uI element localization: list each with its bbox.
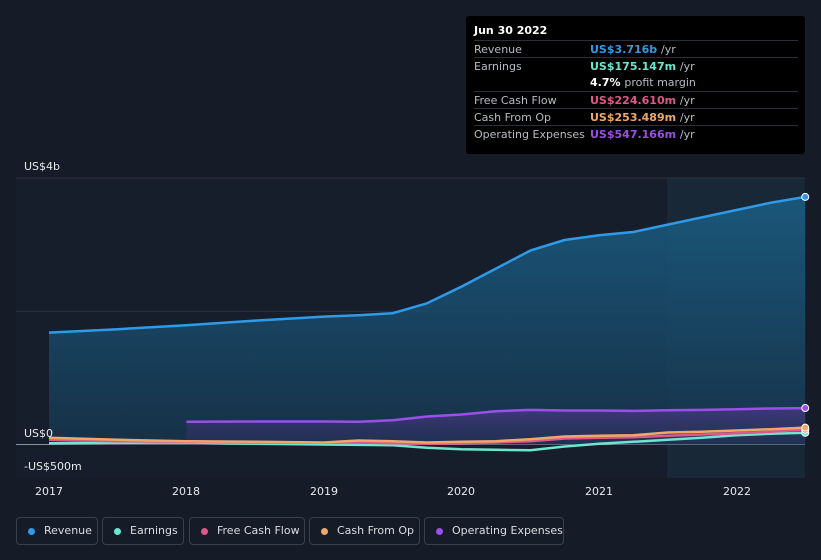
tooltip-panel: Jun 30 2022 Revenue US$3.716b /yr Earnin… bbox=[466, 16, 805, 154]
x-tick-label-2022: 2022 bbox=[723, 485, 751, 498]
revenue-area bbox=[49, 196, 806, 445]
cash-from-op-endpoint bbox=[801, 423, 810, 432]
tooltip-row-revenue: Revenue US$3.716b /yr bbox=[474, 40, 798, 58]
tooltip-row-free-cash-flow: Free Cash Flow US$224.610m /yr bbox=[474, 91, 798, 109]
x-tick-label-2019: 2019 bbox=[310, 485, 338, 498]
tooltip-value: US$224.610m /yr bbox=[590, 94, 695, 107]
tooltip-value: US$253.489m /yr bbox=[590, 111, 695, 124]
tooltip-row-profit-margin: 4.7% profit margin bbox=[474, 74, 798, 91]
legend-item-operating-expenses[interactable]: Operating Expenses bbox=[424, 517, 564, 545]
operating-expenses-line bbox=[186, 406, 806, 424]
legend-item-revenue[interactable]: Revenue bbox=[16, 517, 98, 545]
tooltip-value: US$547.166m /yr bbox=[590, 128, 695, 141]
tooltip-value: 4.7% profit margin bbox=[590, 76, 696, 89]
x-tick-label-2020: 2020 bbox=[447, 485, 475, 498]
tooltip-label: Operating Expenses bbox=[474, 128, 585, 141]
legend-dot-icon bbox=[436, 528, 443, 535]
legend-item-free-cash-flow[interactable]: Free Cash Flow bbox=[189, 517, 305, 545]
y-tick-label-zero: US$0 bbox=[24, 427, 54, 440]
y-tick-label-bottom: -US$500m bbox=[24, 460, 82, 473]
tooltip-label: Revenue bbox=[474, 43, 522, 56]
tooltip-value: US$175.147m /yr bbox=[590, 60, 695, 73]
revenue-endpoint bbox=[801, 192, 810, 201]
legend-dot-icon bbox=[201, 528, 208, 535]
revenue-line bbox=[48, 195, 806, 334]
operating-expenses-endpoint bbox=[801, 404, 810, 413]
tooltip-row-earnings: Earnings US$175.147m /yr bbox=[474, 57, 798, 75]
legend-item-cash-from-op[interactable]: Cash From Op bbox=[309, 517, 420, 545]
tooltip-row-cash-from-op: Cash From Op US$253.489m /yr bbox=[474, 108, 798, 126]
tooltip-label: Free Cash Flow bbox=[474, 94, 557, 107]
tooltip-value: US$3.716b /yr bbox=[590, 43, 676, 56]
x-tick-label-2021: 2021 bbox=[585, 485, 613, 498]
tooltip-date: Jun 30 2022 bbox=[474, 24, 548, 37]
legend-item-earnings[interactable]: Earnings bbox=[102, 517, 184, 545]
legend-dot-icon bbox=[114, 528, 121, 535]
x-tick-label-2017: 2017 bbox=[35, 485, 63, 498]
y-tick-label-top: US$4b bbox=[24, 160, 61, 173]
legend-dot-icon bbox=[28, 528, 35, 535]
cash-from-op-line bbox=[48, 426, 806, 444]
x-tick-label-2018: 2018 bbox=[172, 485, 200, 498]
tooltip-label: Cash From Op bbox=[474, 111, 552, 124]
tooltip-label: Earnings bbox=[474, 60, 522, 73]
tooltip-row-operating-expenses: Operating Expenses US$547.166m /yr bbox=[474, 125, 798, 143]
legend-dot-icon bbox=[321, 528, 328, 535]
